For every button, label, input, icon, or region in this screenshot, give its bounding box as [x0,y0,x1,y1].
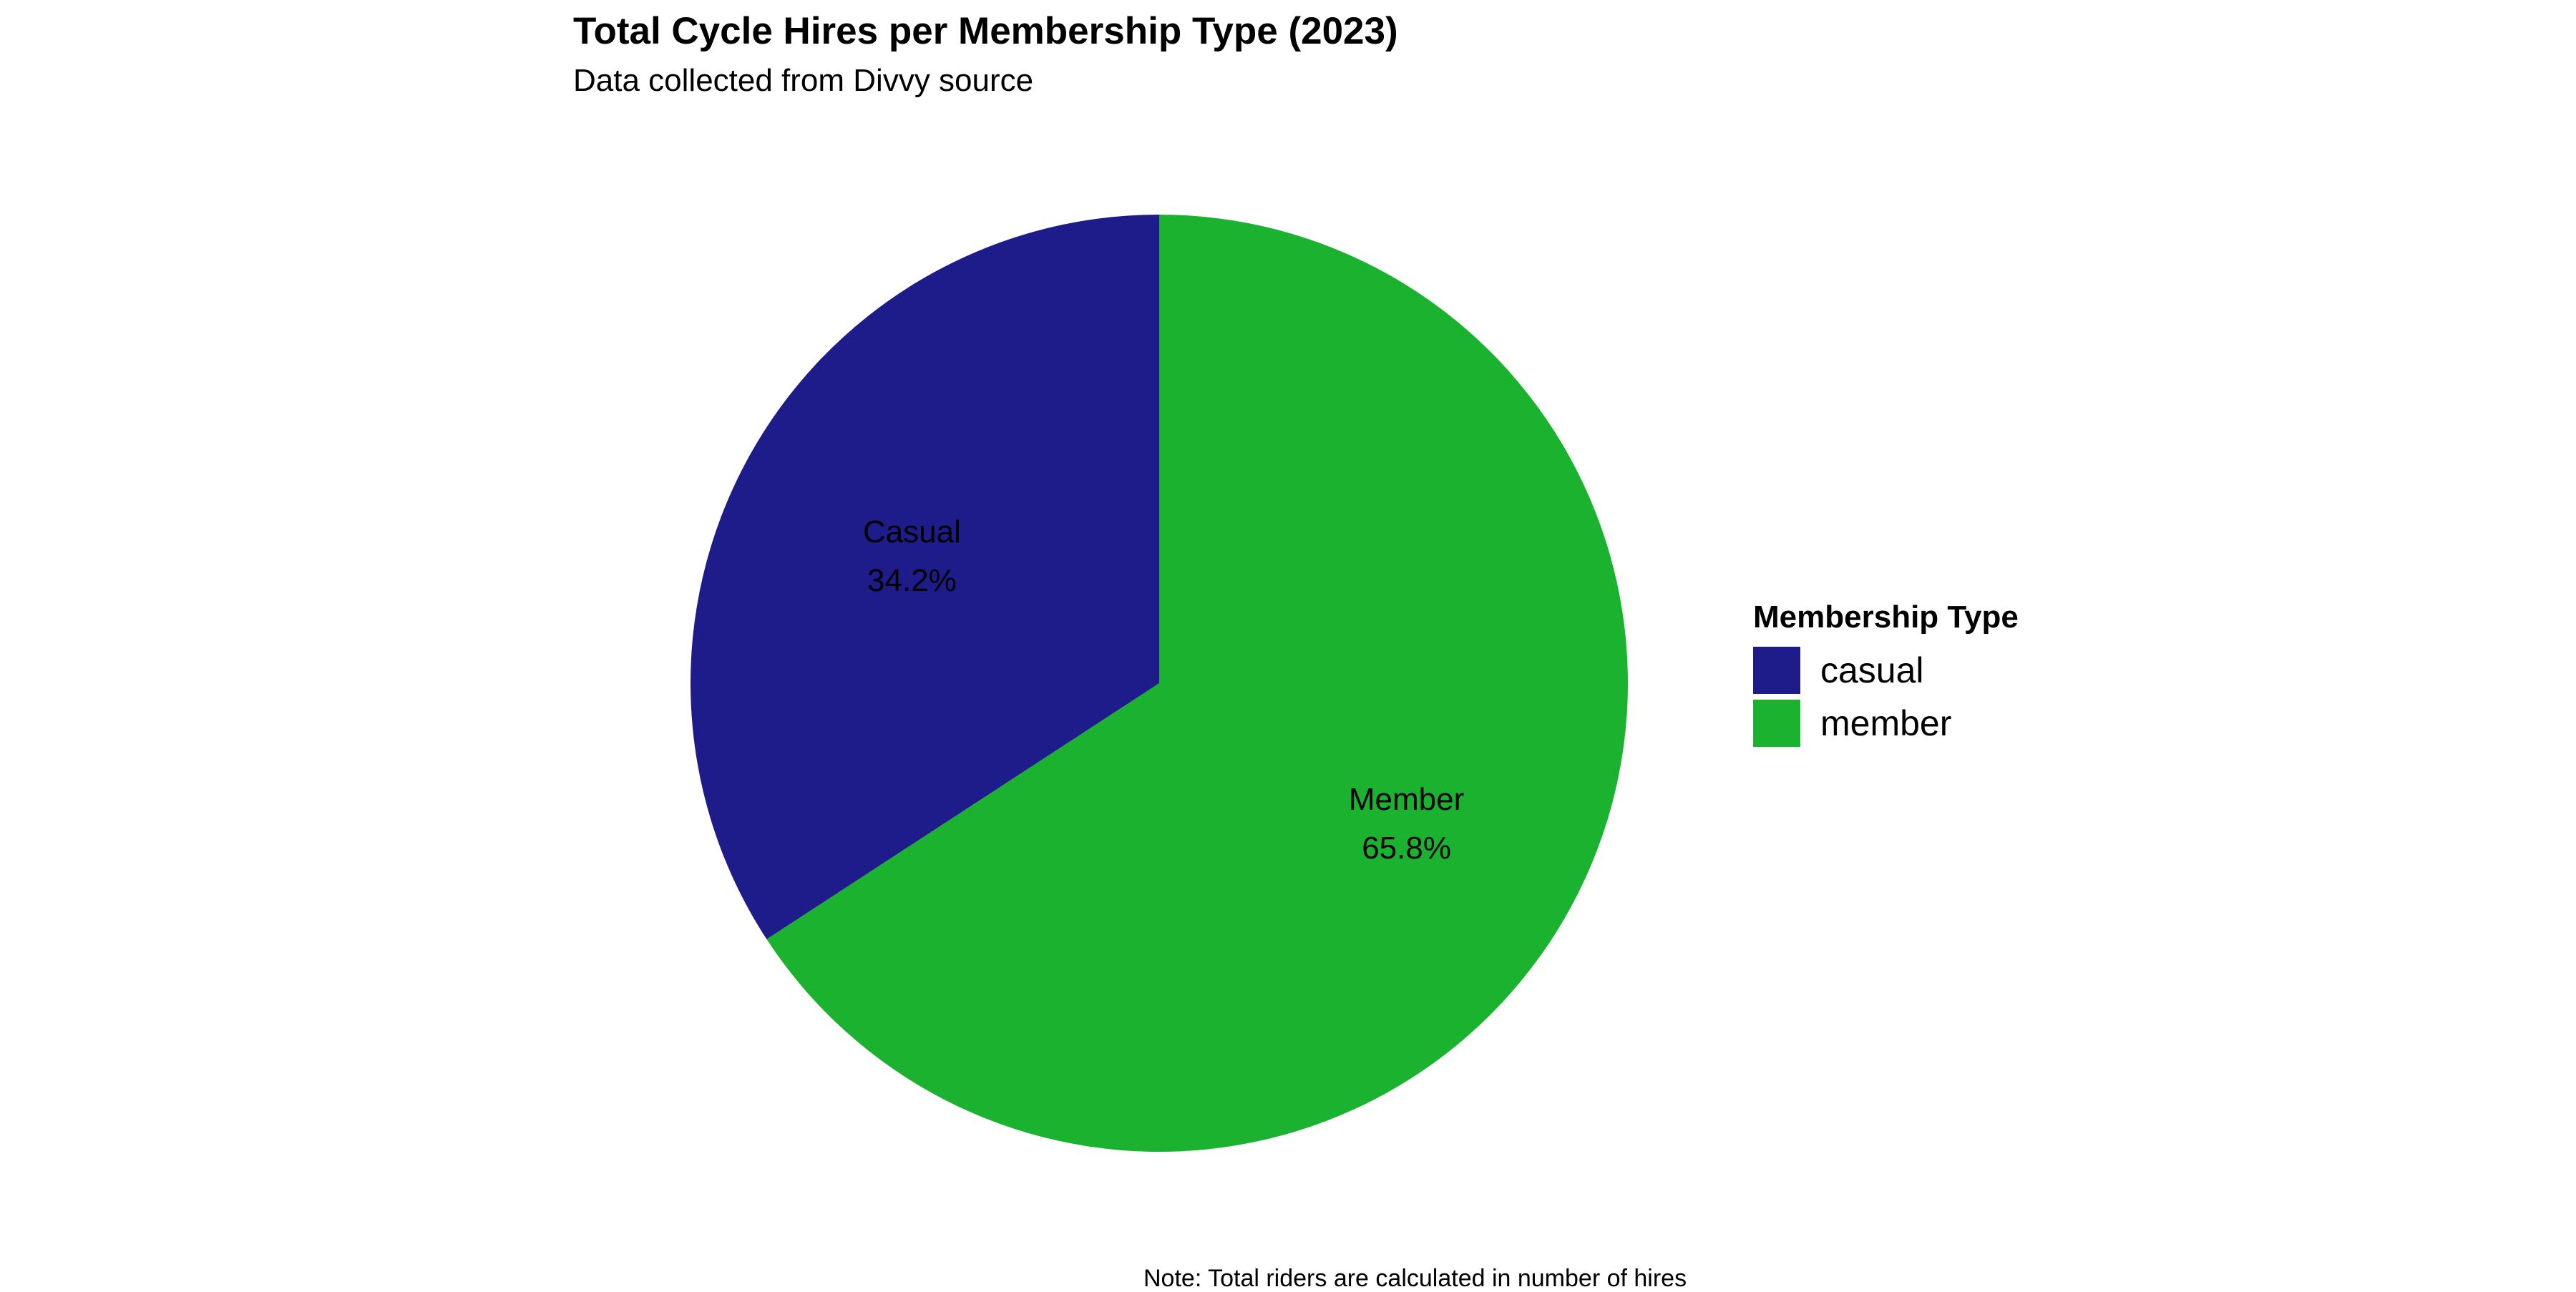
slice-label-casual-name: Casual [863,514,961,549]
chart-subtitle: Data collected from Divvy source [573,63,1034,98]
slice-label-casual-percent: 34.2% [867,563,957,598]
legend-item-casual: casual [1753,644,2019,697]
pie-slice-casual [691,214,1159,939]
legend-swatch-casual [1753,647,1800,694]
legend-title: Membership Type [1753,599,2019,635]
slice-label-member-name: Member [1349,782,1464,817]
legend-label-member: member [1820,703,1952,743]
legend-swatch-member [1753,700,1800,747]
chart-note: Note: Total riders are calculated in num… [1143,1265,1687,1292]
legend-label-casual: casual [1820,650,1924,690]
slice-label-member-percent: 65.8% [1362,831,1451,866]
pie-slice-member [766,215,1628,1152]
chart-title: Total Cycle Hires per Membership Type (2… [573,10,1398,52]
legend-item-member: member [1753,697,2019,750]
legend: Membership Type casual member [1753,597,2019,750]
